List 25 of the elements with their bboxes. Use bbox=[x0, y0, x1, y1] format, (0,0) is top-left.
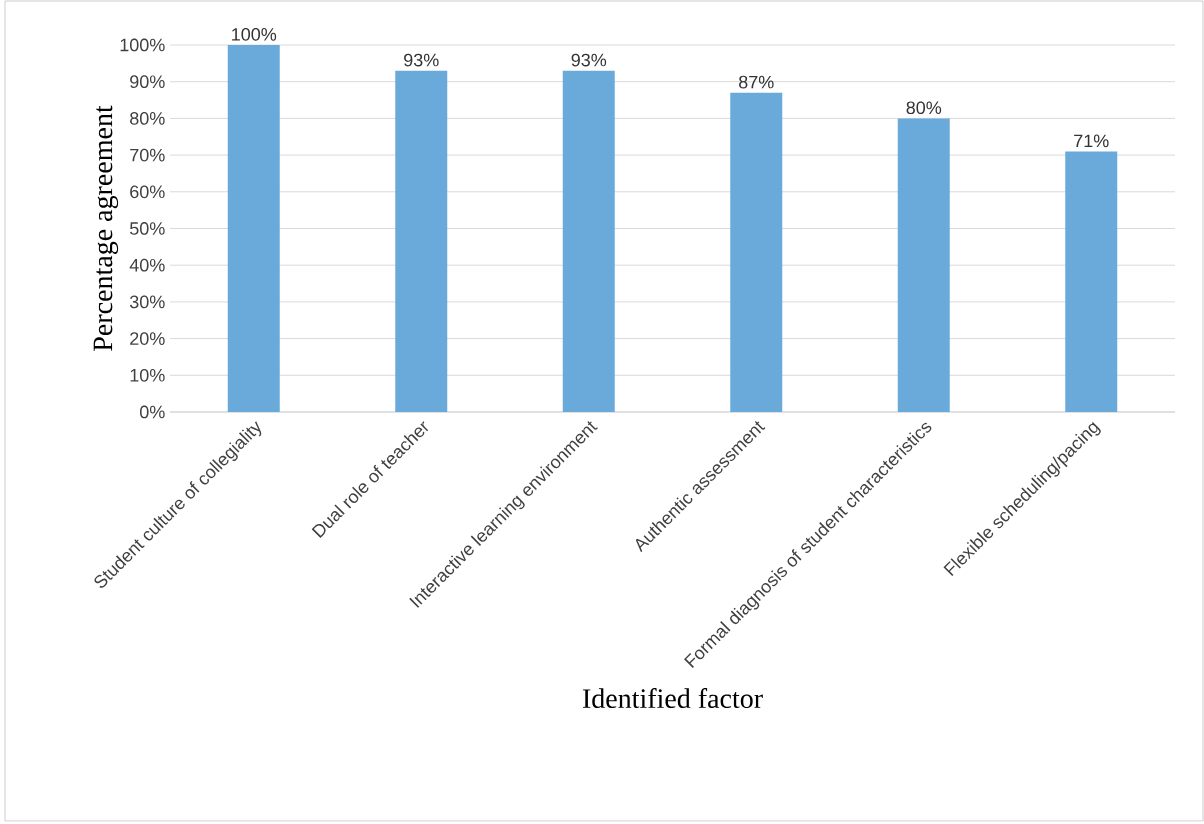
bar bbox=[897, 118, 950, 412]
data-label: 87% bbox=[739, 75, 774, 89]
y-tick-label: 80% bbox=[130, 112, 165, 125]
y-tick-label: 70% bbox=[130, 148, 165, 162]
bar bbox=[1065, 151, 1118, 412]
y-tick-label: 20% bbox=[130, 332, 165, 345]
y-tick-label: 10% bbox=[130, 368, 165, 382]
y-tick-label: 60% bbox=[130, 185, 165, 199]
bar bbox=[730, 92, 783, 412]
y-axis-title: Percentage agreement bbox=[93, 105, 119, 351]
bar bbox=[227, 44, 280, 412]
y-tick-label: 40% bbox=[129, 258, 165, 272]
x-axis-title: Identified factor bbox=[582, 688, 763, 709]
y-tick-label: 30% bbox=[129, 295, 165, 309]
data-label: 100% bbox=[232, 27, 277, 41]
data-label: 93% bbox=[571, 53, 607, 67]
y-tick-label: 0% bbox=[139, 405, 165, 419]
y-tick-label: 100% bbox=[120, 38, 165, 52]
data-label: 93% bbox=[404, 53, 439, 67]
bar bbox=[562, 70, 615, 412]
y-tick-label: 50% bbox=[129, 222, 165, 235]
data-label: 80% bbox=[906, 101, 942, 115]
data-label: 71% bbox=[1074, 134, 1109, 148]
bar bbox=[395, 70, 448, 412]
y-tick-label: 90% bbox=[130, 75, 165, 89]
